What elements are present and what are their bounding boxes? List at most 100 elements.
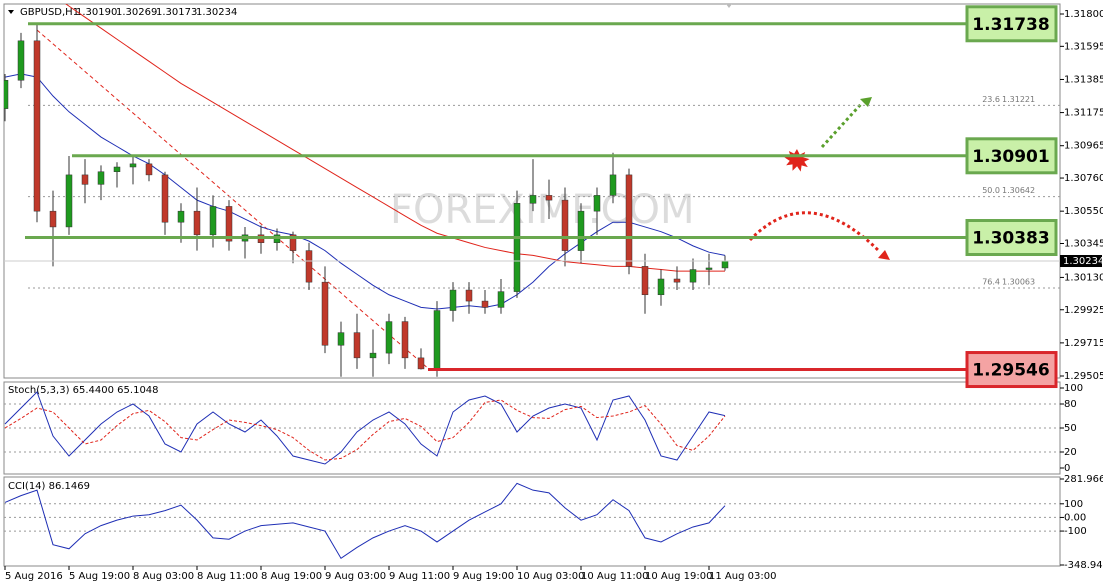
y-tick-label: 50	[1064, 423, 1077, 434]
fib-level: 50.0	[982, 186, 1000, 195]
candle-body	[417, 357, 425, 370]
candle-body	[433, 310, 441, 370]
moving-average	[4, 73, 726, 310]
fib-level: 76.4	[982, 277, 1000, 286]
trend-line	[36, 29, 431, 371]
watermark: FOREXIMF.COM	[390, 187, 695, 233]
y-tick-label: 281.9667	[1064, 474, 1103, 485]
fib-price: 1.30063	[1002, 277, 1035, 286]
up-arrow	[820, 101, 864, 149]
y-tick-label: 100	[1064, 499, 1083, 510]
open-value: 1.30190	[76, 7, 117, 18]
stoch-title: Stoch(5,3,3) 65.4400 65.1048	[8, 385, 159, 396]
y-tick-label: 100	[1064, 383, 1083, 394]
candle-body	[625, 174, 633, 267]
level-box	[965, 351, 1058, 389]
fib-level: 23.6	[982, 95, 1000, 104]
candle-body	[97, 171, 105, 185]
y-tick-label: 1.31385	[1064, 74, 1103, 85]
y-tick-label: 0	[1064, 463, 1070, 474]
x-tick-label: 10 Aug 03:00	[517, 571, 584, 582]
candle-body	[561, 199, 569, 251]
x-tick-label: 9 Aug 19:00	[453, 571, 514, 582]
price-panel	[3, 3, 1061, 379]
down-arrow-head	[878, 250, 890, 260]
fib-price: 1.30642	[1002, 186, 1035, 195]
candle-body	[529, 195, 537, 204]
close-value: 1.30234	[196, 7, 237, 18]
y-tick-label: 1.31595	[1064, 41, 1103, 52]
level-box	[965, 219, 1058, 257]
x-tick-label: 10 Aug 19:00	[645, 571, 712, 582]
x-tick-label: 8 Aug 11:00	[197, 571, 258, 582]
candle-body	[593, 195, 601, 212]
y-tick-label: 1.30130	[1064, 272, 1103, 283]
high-value: 1.30269	[116, 7, 157, 18]
candle-body	[305, 250, 313, 283]
candle-body	[129, 163, 137, 168]
x-tick-label: 9 Aug 11:00	[389, 571, 450, 582]
y-tick-label: 1.30760	[1064, 173, 1103, 184]
candle-body	[513, 203, 521, 292]
candle-body	[193, 210, 201, 236]
candle-body	[641, 266, 649, 296]
candle-body	[577, 210, 585, 251]
menu-arrow	[8, 10, 14, 14]
y-tick-label: 1.29925	[1064, 305, 1103, 316]
y-tick-label: 1.30550	[1064, 206, 1103, 217]
y-tick-label: 1.31800	[1064, 9, 1103, 20]
y-tick-label: 1.29715	[1064, 338, 1103, 349]
fib-price: 1.31221	[1002, 95, 1035, 104]
candle-body	[353, 332, 361, 359]
candle-body	[657, 278, 665, 296]
x-tick-label: 11 Aug 03:00	[709, 571, 776, 582]
candle-body	[401, 321, 409, 359]
candle-body	[337, 332, 345, 346]
candle-body	[689, 269, 697, 283]
candle-body	[385, 321, 393, 354]
up-arrow-head	[860, 97, 872, 107]
plot-area	[4, 391, 1060, 465]
moving-average	[65, 4, 725, 272]
indicator-line	[4, 399, 726, 461]
x-tick-label: 10 Aug 11:00	[581, 571, 648, 582]
x-tick-label: 8 Aug 19:00	[261, 571, 322, 582]
candle-body	[721, 260, 729, 269]
candle-body	[17, 40, 25, 81]
level-label: 1.30383	[972, 229, 1049, 249]
candle-body	[225, 206, 233, 242]
candle-body	[177, 210, 185, 223]
x-tick-label: 8 Aug 03:00	[133, 571, 194, 582]
plot-area	[4, 482, 1060, 560]
last-price-box	[1060, 255, 1102, 268]
candle-body	[481, 300, 489, 308]
indicator-line	[4, 391, 726, 465]
y-tick-label: 20	[1064, 447, 1077, 458]
y-tick-label: 0.00	[1064, 512, 1086, 523]
plot-area	[4, 4, 1060, 377]
last-price-label: 1.30234	[1063, 256, 1103, 267]
candle-body	[49, 210, 57, 228]
level-box	[965, 137, 1058, 175]
y-tick-label: 1.30345	[1064, 239, 1103, 250]
cci-panel	[3, 476, 1061, 567]
candle-body	[145, 163, 153, 176]
candle-body	[609, 174, 617, 196]
shift-marker	[726, 4, 732, 8]
candle-body	[705, 267, 713, 270]
candle-body	[321, 281, 329, 346]
y-tick-label: 1.30965	[1064, 141, 1103, 152]
y-tick-label: 1.29505	[1064, 371, 1103, 382]
candle-body	[545, 195, 553, 201]
candle-body	[289, 234, 297, 251]
level-box	[965, 5, 1058, 43]
candle-body	[497, 291, 505, 308]
low-value: 1.30173	[156, 7, 197, 18]
candle-body	[209, 206, 217, 236]
candle-body	[673, 278, 681, 283]
candle-body	[4, 79, 9, 109]
candle-body	[33, 40, 41, 212]
candle-body	[65, 174, 73, 228]
x-tick-label: 9 Aug 03:00	[325, 571, 386, 582]
